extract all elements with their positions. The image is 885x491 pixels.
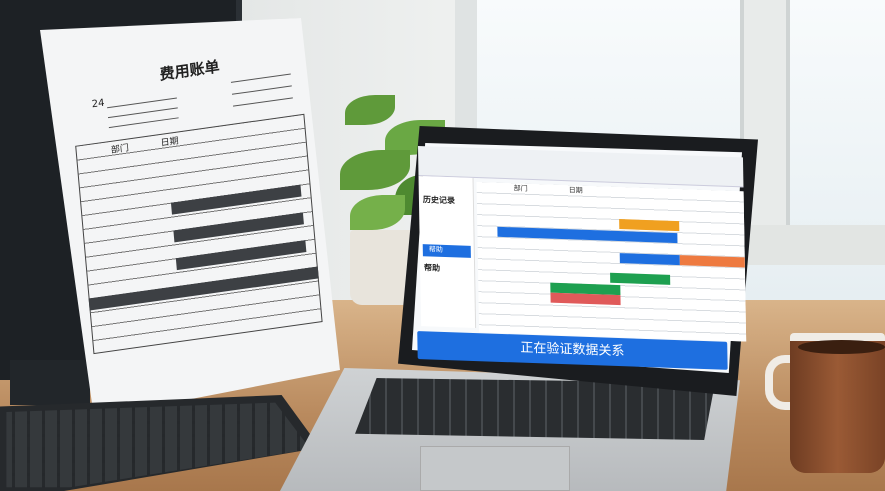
highlight-blue (619, 253, 680, 266)
laptop-touchpad (420, 446, 570, 491)
laptop-keyboard (355, 378, 715, 440)
monitor-stand (10, 360, 90, 405)
mug-lower (790, 405, 885, 473)
spreadsheet-app: 历史记录 帮助 帮助 部门 日期 正在验证数据关系 (417, 146, 747, 383)
coffee (798, 340, 885, 354)
sidebar: 历史记录 帮助 帮助 (418, 176, 477, 329)
mug-handle (765, 355, 800, 410)
highlight-orange (619, 219, 680, 232)
highlight-green (610, 272, 671, 285)
window-sill (740, 225, 885, 265)
paper-header-dept: 部门 (110, 143, 130, 156)
paper-header-date: 日期 (160, 136, 180, 149)
paper-content: 费用账单 24 部门 日期 (47, 23, 332, 357)
paper-title: 费用账单 (158, 57, 221, 84)
sidebar-item-help[interactable]: 帮助 (424, 263, 441, 273)
sidebar-item-help-selected[interactable]: 帮助 (422, 244, 471, 258)
grid-header-date: 日期 (568, 186, 583, 195)
paper-number: 24 (91, 97, 105, 111)
grid-header-dept: 部门 (513, 184, 528, 193)
sidebar-item-history[interactable]: 历史记录 (422, 195, 456, 206)
